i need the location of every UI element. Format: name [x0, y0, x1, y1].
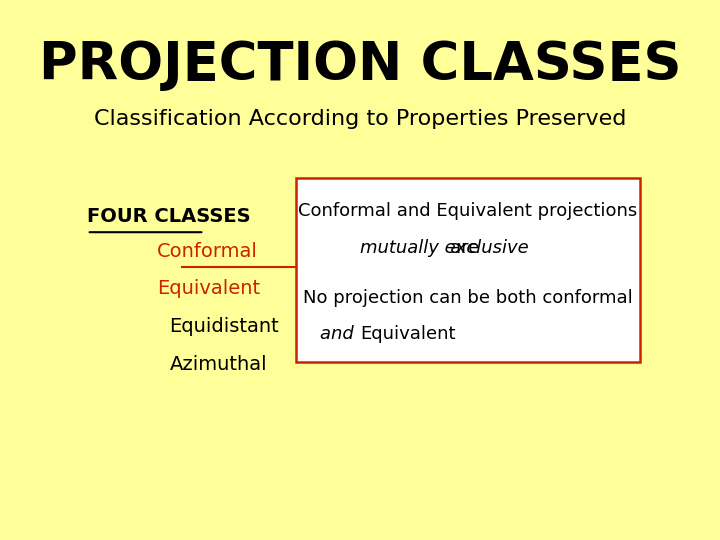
- Text: Conformal: Conformal: [157, 241, 258, 261]
- Text: are: are: [325, 239, 360, 257]
- Text: and: and: [320, 325, 360, 343]
- Text: FOUR CLASSES: FOUR CLASSES: [86, 206, 251, 226]
- Text: No projection can be both conformal: No projection can be both conformal: [303, 288, 633, 307]
- Text: Equidistant: Equidistant: [169, 317, 279, 336]
- Text: mutually exclusive: mutually exclusive: [360, 239, 528, 257]
- Text: Equivalent: Equivalent: [360, 325, 456, 343]
- Text: Equivalent: Equivalent: [157, 279, 260, 299]
- Text: Azimuthal: Azimuthal: [169, 355, 267, 374]
- Text: Conformal and Equivalent projections: Conformal and Equivalent projections: [298, 202, 638, 220]
- Text: Classification According to Properties Preserved: Classification According to Properties P…: [94, 109, 626, 129]
- FancyBboxPatch shape: [297, 178, 639, 362]
- Text: PROJECTION CLASSES: PROJECTION CLASSES: [39, 39, 681, 91]
- Text: are: are: [451, 239, 485, 257]
